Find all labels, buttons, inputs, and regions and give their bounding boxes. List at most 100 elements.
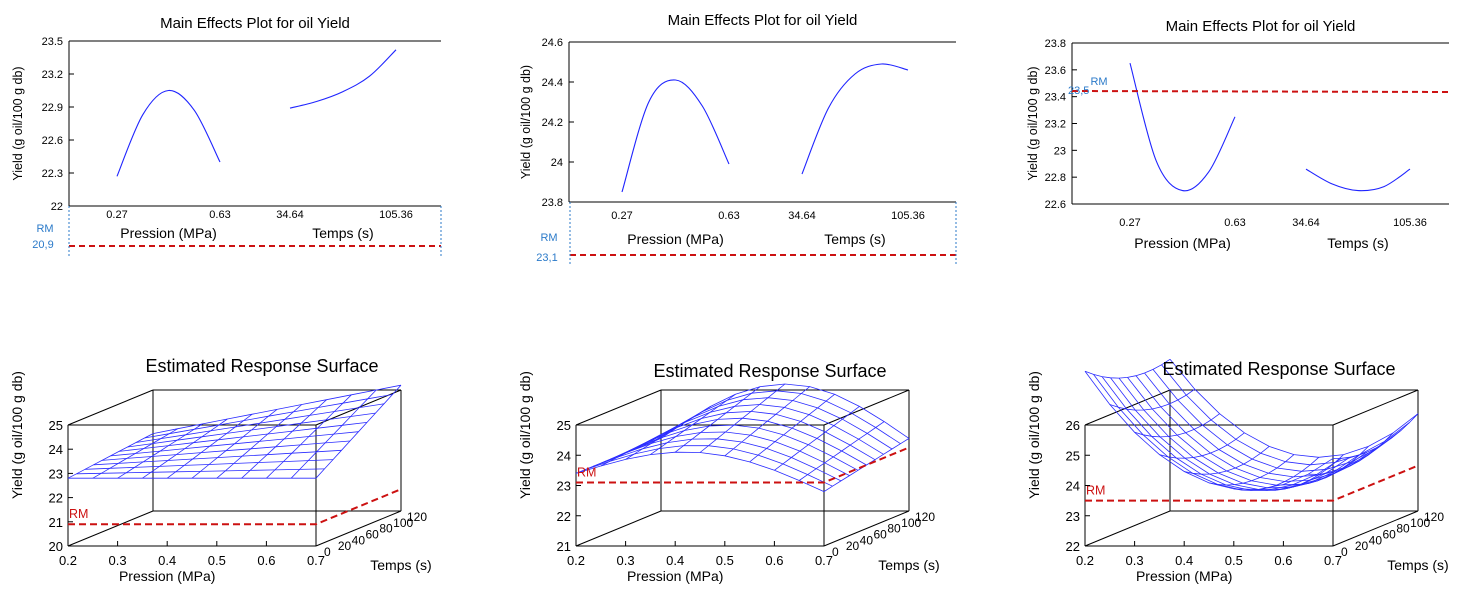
surface-mesh-line	[1118, 377, 1368, 489]
surface-mesh-line	[1084, 358, 1171, 379]
x-axis-label-pression: Pression (MPa)	[120, 225, 216, 241]
y-tick-label: 60	[366, 528, 380, 542]
box-edge	[823, 389, 910, 426]
chart-title: Estimated Response Surface	[145, 356, 378, 376]
x-tick-label: 0.7	[815, 553, 833, 568]
surface-mesh-line	[575, 451, 825, 492]
z-tick-label: 23	[1066, 509, 1080, 524]
surface-mesh-line	[1101, 376, 1351, 491]
surface-mesh-line	[609, 424, 859, 471]
x-tick-label: 0.4	[666, 553, 684, 568]
surface-mesh-line	[67, 433, 154, 479]
z-tick-label: 21	[557, 539, 571, 554]
x-tick-label: 0.3	[109, 553, 127, 568]
surface-mesh-line	[1144, 372, 1393, 478]
rm-label: RM	[69, 507, 88, 521]
surface-mesh-line	[144, 394, 393, 439]
x-tick-label: 0.27	[1119, 217, 1140, 229]
surface-mesh-line	[601, 431, 850, 476]
y-tick-label: 23.5	[42, 36, 63, 48]
x-tick-label: 0.63	[1224, 217, 1245, 229]
z-tick-label: 20	[49, 539, 63, 554]
rm-reference-line	[1071, 90, 1450, 93]
chart-title: Main Effects Plot for oil Yield	[668, 12, 858, 29]
z-tick-label: 21	[49, 515, 63, 530]
y-axis-label: Yield (g oil/100 g db)	[11, 66, 25, 180]
box-edge	[575, 510, 662, 547]
y-tick-label: 0	[1341, 545, 1348, 559]
x-tick-label: 0.5	[716, 553, 734, 568]
y-tick-label: 23.4	[1045, 92, 1066, 104]
response-surface-chart-3: RM Estimated Response Surface 22 23 24 25 26 Yi…	[1026, 358, 1449, 584]
rm-label: RM	[36, 223, 53, 235]
y-tick-label: 100	[393, 516, 413, 530]
x-axis-label-pression: Pression (MPa)	[627, 231, 723, 247]
z-axis-label: Yield (g oil/100 g db)	[1026, 371, 1042, 499]
surface-mesh-line	[1152, 369, 1402, 472]
y-tick-label: 24	[551, 157, 563, 169]
x-tick-label: 0.27	[611, 210, 632, 222]
x-tick-label: 0.2	[567, 553, 585, 568]
chart-title: Estimated Response Surface	[653, 361, 886, 381]
x-axis-label-pression: Pression (MPa)	[1134, 235, 1230, 251]
y-tick-label: 40	[860, 533, 874, 547]
x-axis-label: Pression (MPa)	[627, 568, 723, 584]
surface-mesh-line	[1093, 374, 1342, 491]
effect-curve-temps	[801, 63, 909, 175]
x-tick-label: 0.4	[158, 553, 176, 568]
x-tick-label: 34.64	[1292, 217, 1320, 229]
x-axis-label: Pression (MPa)	[119, 568, 215, 584]
y-tick-label: 24.4	[542, 77, 563, 89]
x-tick-label: 0.5	[208, 553, 226, 568]
z-tick-label: 24	[1066, 479, 1080, 494]
effect-curve-temps	[1305, 168, 1411, 192]
y-axis-label: Temps (s)	[370, 557, 431, 573]
y-tick-label: 120	[1424, 510, 1444, 524]
y-tick-label: 60	[1383, 528, 1397, 542]
surface-mesh-line	[110, 431, 359, 457]
main-effects-chart-3: Main Effects Plot for oil Yield 22.6 22.8 2…	[1026, 18, 1450, 251]
x-tick-label: 0.6	[765, 553, 783, 568]
chart-title: Main Effects Plot for oil Yield	[1166, 18, 1356, 35]
surface-mesh-line	[584, 445, 833, 487]
surface-mesh-line	[101, 440, 351, 461]
rm-reference-line	[1085, 464, 1419, 502]
rm-label: RM	[577, 465, 596, 479]
x-axis-label-temps: Temps (s)	[1327, 235, 1388, 251]
z-axis-label: Yield (g oil/100 g db)	[517, 371, 533, 499]
x-tick-label: 34.64	[276, 209, 304, 221]
z-tick-label: 24	[49, 442, 63, 457]
x-tick-label: 105.36	[891, 210, 925, 222]
effect-curve-temps	[289, 49, 397, 109]
rm-label: RM	[540, 232, 557, 244]
surface-mesh-line	[1109, 388, 1196, 411]
y-tick-label: 24.6	[542, 37, 563, 49]
surface-mesh-line	[76, 468, 325, 475]
surface-mesh-line	[84, 459, 334, 470]
rm-value-label: 20,9	[32, 239, 53, 251]
z-tick-label: 25	[1066, 448, 1080, 463]
z-tick-label: 25	[557, 418, 571, 433]
y-axis-label: Yield (g oil/100 g db)	[519, 65, 533, 179]
box-edge	[1084, 389, 1171, 426]
y-tick-label: 23.8	[1045, 38, 1066, 50]
rm-reference-line	[576, 446, 910, 484]
x-tick-label: 0.3	[617, 553, 635, 568]
x-tick-label: 0.27	[106, 209, 127, 221]
x-tick-label: 0.6	[257, 553, 275, 568]
surface-mesh-line	[660, 383, 910, 439]
z-tick-label: 22	[1066, 539, 1080, 554]
x-tick-label: 0.2	[59, 553, 77, 568]
y-axis-label: Temps (s)	[1387, 557, 1448, 573]
x-tick-label: 34.64	[788, 210, 816, 222]
rm-label: RM	[1090, 76, 1107, 88]
y-tick-label: 20	[1355, 539, 1369, 553]
response-surface-chart-1: RM Estimated Response Surface 20 21 22 23 24 25…	[9, 356, 432, 584]
z-tick-label: 24	[557, 448, 571, 463]
x-axis-label-temps: Temps (s)	[312, 225, 373, 241]
y-tick-label: 22.8	[1045, 172, 1066, 184]
y-tick-label: 23.2	[1045, 119, 1066, 131]
x-tick-label: 0.5	[1225, 553, 1243, 568]
x-tick-label: 105.36	[1393, 217, 1427, 229]
chart-title: Main Effects Plot for oil Yield	[160, 15, 350, 32]
